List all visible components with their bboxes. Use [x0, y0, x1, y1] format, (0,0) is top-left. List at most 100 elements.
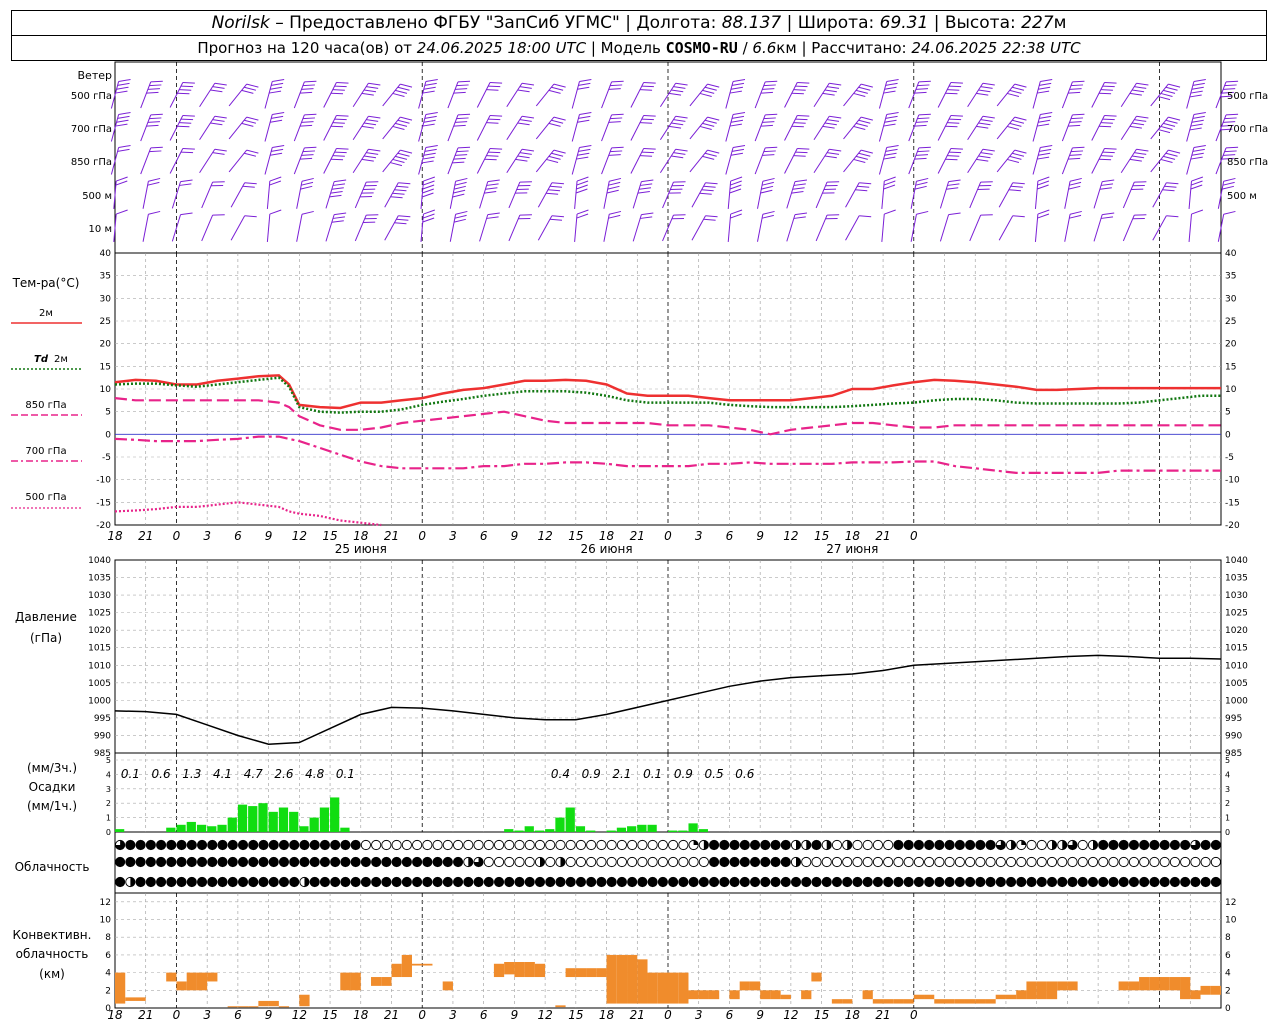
cloud-symbol [412, 839, 423, 851]
wind-barb-feather [455, 88, 468, 90]
precip-bar [248, 806, 258, 832]
y-tick-label-right: 8 [1225, 933, 1231, 943]
precip-bar [340, 827, 350, 832]
convective-bar [196, 972, 208, 991]
cloud-symbol [371, 876, 382, 888]
wind-barb-feather [519, 214, 532, 216]
y-tick-label-right: 1035 [1225, 574, 1248, 584]
wind-barb-staff [939, 181, 950, 209]
wind-barb-feather [1102, 179, 1115, 183]
y-tick-label: 5 [105, 408, 111, 418]
wind-barb-feather [271, 115, 284, 119]
wind-barb-feather [395, 122, 408, 127]
cloud-symbol-half [1062, 840, 1067, 850]
wind-barb [110, 79, 131, 109]
wind-barb-feather [180, 118, 194, 121]
y-tick-label-right: 1030 [1225, 591, 1248, 601]
cloud-symbol [186, 856, 197, 868]
wind-barb-staff [140, 81, 152, 109]
wind-barb-feather [1193, 112, 1206, 115]
wind-barb-feather [979, 184, 992, 187]
cloud-symbol [442, 876, 453, 888]
wind-barb-feather [453, 124, 466, 127]
precip-bar [698, 829, 708, 832]
wind-barb [574, 176, 589, 209]
wind-barb-feather [884, 86, 897, 90]
wind-barb-feather [643, 82, 656, 84]
cloud-symbol [627, 876, 638, 888]
wind-barb-feather [855, 89, 868, 94]
cloud-symbol [616, 839, 627, 851]
convective-bar [1005, 994, 1017, 1000]
cloud-symbol-half [1052, 840, 1057, 850]
wind-barb-staff [1120, 148, 1137, 174]
wind-barb [142, 210, 161, 242]
cloud-symbol [944, 856, 955, 868]
cloud-symbol [524, 856, 535, 868]
cloud-symbol [1016, 856, 1027, 868]
cloud-symbol [309, 876, 320, 888]
convective-bar [678, 972, 689, 1004]
wind-barb-staff [418, 81, 427, 109]
wind-barb-feather [670, 188, 683, 190]
wind-barb-feather [244, 119, 257, 124]
wind-barb-feather [855, 122, 868, 127]
cloud-symbol [729, 839, 740, 851]
wind-barb-feather [394, 189, 407, 192]
cloud-symbol [207, 856, 218, 868]
y-tick-label: 0 [105, 1004, 111, 1014]
wind-barb-staff [1152, 215, 1167, 241]
y-tick-label: 1035 [88, 574, 111, 584]
pressure-series [114, 654, 1222, 745]
cloud-symbol [811, 876, 822, 888]
cloud-symbol [780, 856, 791, 868]
convective-bar [381, 977, 392, 986]
legend-700: 700 гПа [25, 446, 66, 457]
wind-barb [293, 113, 317, 142]
wind-barb-feather [824, 155, 837, 159]
convective-bar [176, 981, 187, 991]
y-tick-label-right: -15 [1225, 498, 1240, 508]
wind-barb-feather [729, 188, 742, 194]
wind-barb-feather [366, 119, 379, 122]
wind-barb [1120, 82, 1149, 108]
precip-3h-label: 4.1 [213, 767, 232, 781]
wind-barb [630, 82, 656, 108]
wind-barb-feather [117, 115, 130, 119]
wind-barb-feather [791, 92, 804, 95]
cloud-symbol [1169, 876, 1180, 888]
cloud-symbol [954, 856, 965, 868]
cloud-symbol-half [130, 877, 135, 887]
cloud-symbol [678, 839, 689, 851]
cloud-symbol [135, 856, 146, 868]
wind-barb-feather [400, 116, 413, 121]
convective-bar [1036, 981, 1047, 1000]
wind-barb-feather [861, 116, 873, 121]
cloud-symbol [248, 856, 259, 868]
wind-barb-feather [791, 125, 804, 128]
wind-barb-feather [1192, 82, 1205, 86]
convective-bar [729, 990, 740, 1000]
wind-title: Ветер [78, 69, 112, 82]
cloud-symbol [739, 839, 750, 851]
wind-barb [140, 80, 163, 109]
wind-barb-feather [423, 176, 436, 182]
wind-barb [479, 212, 500, 242]
wind-barb-feather [701, 189, 714, 192]
wind-barb-feather [484, 191, 497, 194]
wind-barb-feather [1158, 96, 1171, 101]
y-tick-label-right: 4 [1225, 969, 1231, 979]
hour-tick-label: 3 [695, 529, 703, 543]
wind-barb [113, 176, 128, 209]
wind-barb-feather [827, 214, 840, 216]
wind-barb-feather [179, 183, 192, 186]
wind-barb-feather [1165, 119, 1178, 124]
cloud-symbol [422, 876, 433, 888]
y-tick-label: 10 [100, 385, 112, 395]
wind-barb-feather [423, 86, 436, 90]
wind-barb-feather [1098, 125, 1112, 128]
y-tick-label: 1010 [88, 661, 111, 671]
wind-barb-feather [486, 183, 499, 186]
precip-bar [319, 807, 330, 832]
wind-barb [1122, 214, 1147, 242]
